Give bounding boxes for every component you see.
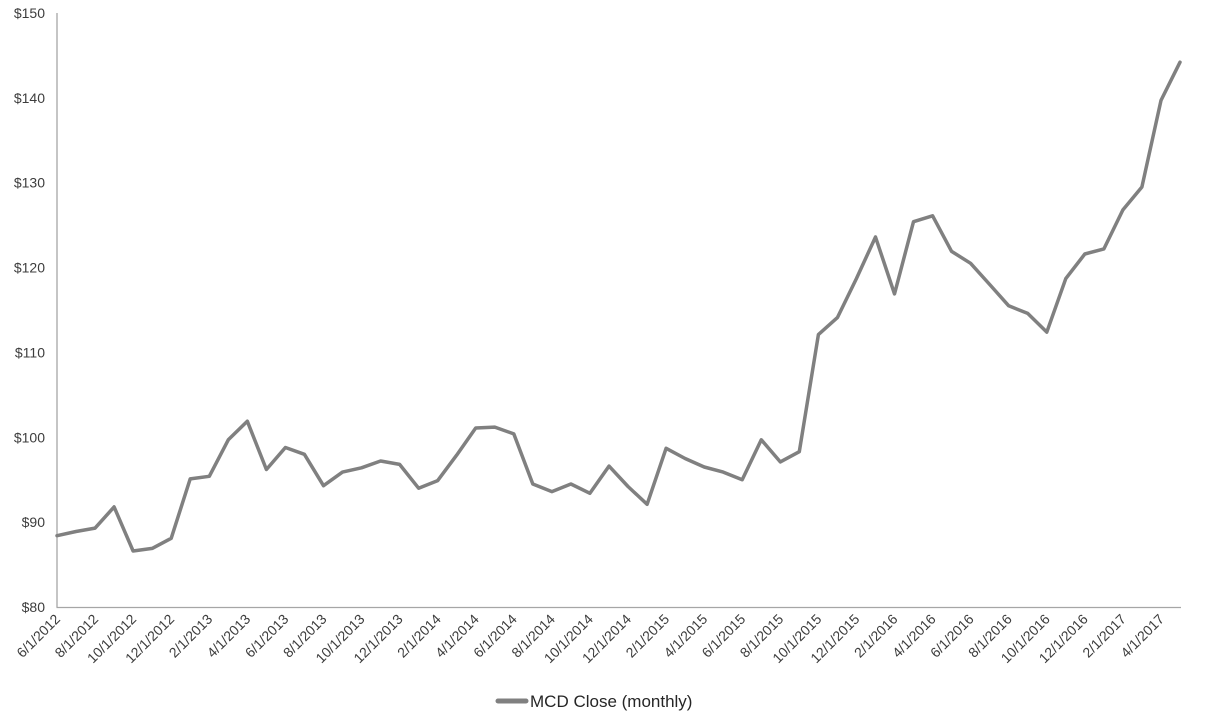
y-axis-tick-label: $120 — [14, 260, 45, 276]
y-axis-tick-label: $150 — [14, 5, 45, 21]
y-axis-tick-label: $110 — [15, 344, 45, 360]
legend-label: MCD Close (monthly) — [530, 692, 692, 711]
x-axis-tick-labels: 6/1/20128/1/201210/1/201212/1/20122/1/20… — [13, 611, 1167, 667]
y-axis-tick-label: $80 — [22, 599, 46, 615]
y-axis-tick-label: $100 — [14, 429, 45, 445]
legend: MCD Close (monthly) — [495, 692, 692, 711]
y-axis-tick-labels: $80 $90 $100 $110 $120 $130 $140 $150 — [14, 5, 45, 615]
y-axis-tick-label: $140 — [14, 90, 45, 106]
price-line — [55, 60, 1182, 553]
y-axis-tick-label: $130 — [14, 175, 45, 191]
y-axis-tick-label: $90 — [22, 514, 46, 530]
